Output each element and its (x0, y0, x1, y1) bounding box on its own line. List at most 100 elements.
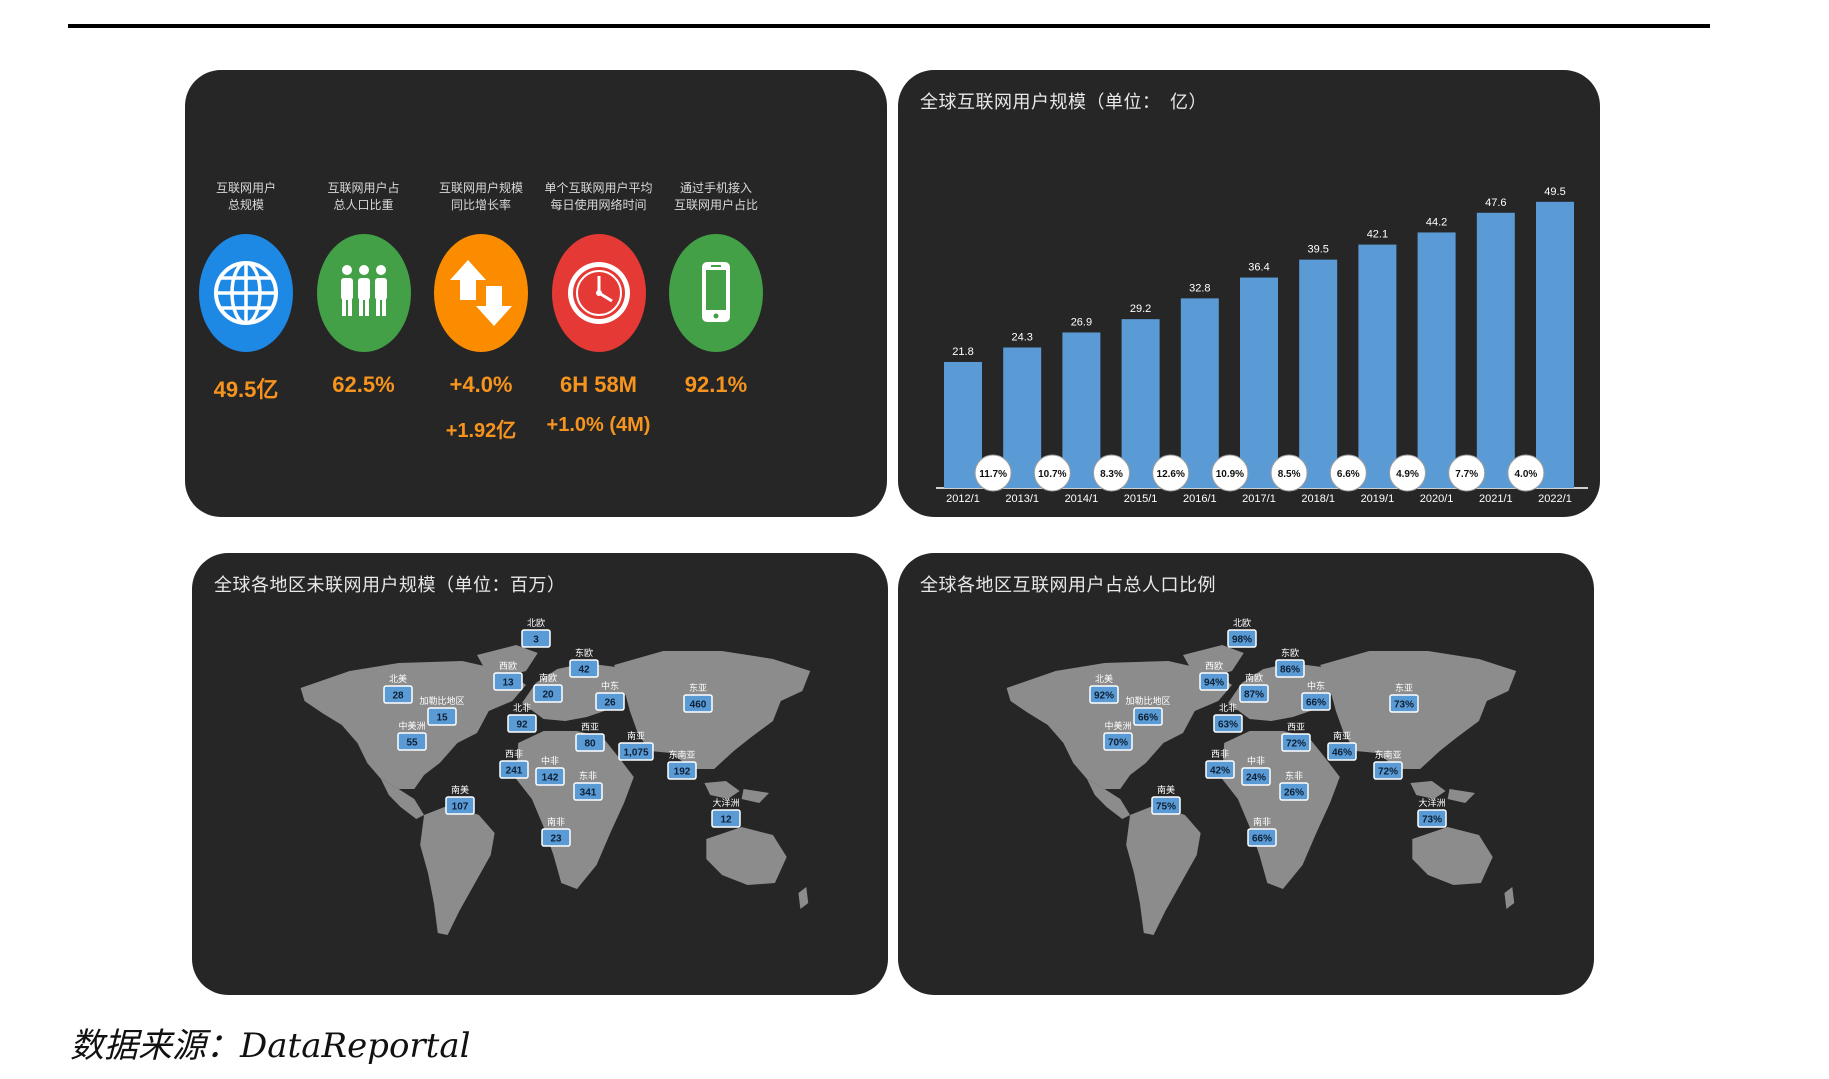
region-value-box (397, 732, 427, 751)
continent-shape (798, 887, 809, 909)
growth-rate-badge (1152, 454, 1190, 492)
region-value-label: 3 (533, 635, 539, 646)
region-value-label: 13 (502, 678, 514, 689)
kpi-column: 互联网用户 总规模 49.5亿 (185, 180, 315, 404)
growth-rate-badge (1507, 454, 1545, 492)
region-value-label: 70% (1108, 738, 1128, 749)
growth-rate-label: 11.7% (979, 469, 1007, 480)
bar (1121, 319, 1160, 488)
region-value-label: 63% (1218, 720, 1238, 731)
region-name-label: 东非 (1285, 770, 1303, 782)
region-value-label: 87% (1244, 690, 1264, 701)
region-name-label: 大洋洲 (712, 797, 739, 809)
region-name-label: 中美洲 (398, 720, 425, 732)
region-value-box (1239, 684, 1269, 703)
continent-shape (1006, 661, 1232, 789)
region-name-label: 西非 (505, 748, 523, 760)
continent-shape (1086, 779, 1131, 819)
growth-rate-label: 10.9% (1216, 469, 1244, 480)
x-tick-label: 2018/1 (1301, 493, 1335, 505)
kpi-column: 互联网用户占 总人口比重 62.5% (295, 180, 433, 398)
region-value-box (383, 685, 413, 704)
kpi-label: 互联网用户占 总人口比重 (327, 181, 400, 212)
region-name-label: 北美 (389, 673, 407, 685)
region-value-label: 72% (1286, 739, 1306, 750)
continent-shape (380, 779, 425, 819)
region-name-label: 南美 (451, 784, 469, 796)
kpi-value: 62.5% (332, 372, 395, 397)
kpi-value: +4.0% (449, 372, 513, 397)
x-tick-label: 2022/1 (1538, 493, 1572, 505)
region-value-box (1089, 685, 1119, 704)
penetration-map-title: 全球各地区互联网用户占总人口比例 (920, 575, 1216, 596)
growth-rate-label: 7.7% (1455, 469, 1478, 480)
region-value-box (1103, 732, 1133, 751)
bar-chart: 21.8 2012/1 24.3 2013/1 26.9 2014/1 29.2 2015/1… (936, 186, 1588, 505)
region-value-label: 66% (1138, 713, 1158, 724)
bar-value-label: 32.8 (1189, 282, 1210, 294)
region-value-label: 12 (720, 815, 732, 826)
region-name-label: 大洋洲 (1418, 797, 1445, 809)
continent-shape (741, 789, 770, 803)
growth-rate-badge (1270, 454, 1308, 492)
region-value-box (521, 629, 551, 648)
continent-shape (516, 731, 634, 889)
continent-shape (1447, 789, 1476, 803)
region-value-label: 73% (1394, 700, 1414, 711)
region-value-label: 73% (1422, 815, 1442, 826)
region-name-label: 中东 (1307, 680, 1325, 692)
region-value-label: 142 (542, 773, 559, 784)
globe-icon (199, 234, 293, 352)
region-value-box (1327, 742, 1357, 761)
region-name-label: 西非 (1211, 748, 1229, 760)
growth-rate-label: 4.9% (1396, 469, 1419, 480)
bar (1476, 212, 1515, 488)
kpi-column: 互联网用户规模 同比增长率 +4.0% +1.92亿 (412, 180, 550, 443)
bar-chart-title: 全球互联网用户规模（单位： 亿） (920, 92, 1207, 113)
continent-shape (300, 661, 526, 789)
continent-shape (1410, 781, 1446, 799)
region-value-box (499, 760, 529, 779)
region-value-box (575, 733, 605, 752)
region-name-label: 加勒比地区 (1125, 695, 1170, 707)
region-name-label: 南非 (1253, 816, 1271, 828)
region-value-box (1227, 629, 1257, 648)
region-value-box (507, 714, 537, 733)
continent-shape (706, 827, 787, 885)
region-value-box (667, 761, 697, 780)
bar-value-label: 42.1 (1367, 229, 1388, 241)
growth-rate-label: 10.7% (1038, 469, 1066, 480)
region-value-label: 20 (542, 690, 554, 701)
bar (1358, 244, 1397, 488)
x-tick-label: 2020/1 (1420, 493, 1454, 505)
region-value-label: 26% (1284, 788, 1304, 799)
bar-value-label: 39.5 (1307, 244, 1328, 256)
continent-shape (1126, 805, 1201, 935)
region-value-label: 23 (550, 834, 562, 845)
region-value-box (493, 672, 523, 691)
region-value-label: 72% (1378, 767, 1398, 778)
region-name-label: 南欧 (539, 672, 557, 684)
region-value-box (573, 782, 603, 801)
continent-shape (1504, 887, 1515, 909)
region-name-label: 中美洲 (1104, 720, 1131, 732)
bar-value-label: 47.6 (1485, 197, 1506, 209)
penetration-world-map: 北美 92% 加勒比地区 66% 中美洲 70% 南美 75% 北欧 98% 西欧 94% 南欧 87% 东… (1006, 617, 1517, 935)
region-value-label: 26 (604, 698, 616, 709)
growth-rate-label: 8.3% (1100, 469, 1123, 480)
region-value-box (1151, 796, 1181, 815)
region-value-label: 80 (584, 739, 596, 750)
region-value-label: 107 (452, 802, 469, 813)
kpi-panel: 互联网用户 总规模 49.5亿 互联网用户占 总人口比重 62.5% 互联网用户规模 同… (185, 70, 887, 517)
growth-rate-badge (1329, 454, 1367, 492)
region-value-label: 1,075 (623, 748, 648, 759)
region-value-label: 98% (1232, 635, 1252, 646)
region-value-label: 94% (1204, 678, 1224, 689)
continent-shape (477, 645, 538, 677)
region-name-label: 加勒比地区 (419, 695, 464, 707)
region-value-label: 46% (1332, 748, 1352, 759)
top-rule (68, 24, 1710, 28)
region-value-box (1199, 672, 1229, 691)
continent-shape (420, 805, 495, 935)
region-name-label: 南亚 (1333, 730, 1351, 742)
